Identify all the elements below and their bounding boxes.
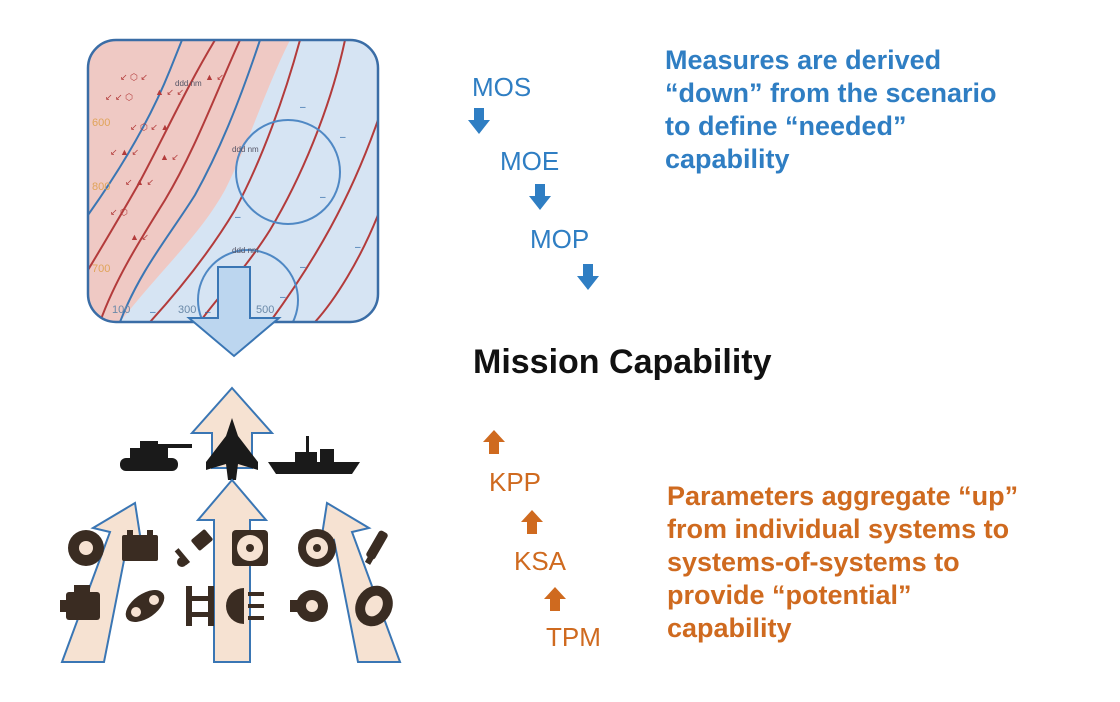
range-label: ddd nm	[175, 79, 202, 88]
timing-belt-icon	[125, 590, 165, 622]
svg-text:↙ ⬡: ↙ ⬡	[110, 207, 128, 217]
svg-text:↙ ▲ ↙: ↙ ▲ ↙	[125, 177, 154, 187]
chassis-icon	[186, 586, 214, 626]
piston-icon	[174, 529, 213, 567]
scenario-graphic: ↙ ⬡ ↙ ↙ ↙ ⬡ ▲ ↙ ↙ ↙ ⬡ ↙ ▲ ↙ ▲ ↙ ▲ ↙ ↙ ▲ …	[60, 38, 402, 663]
svg-text:▲ ↙ ↙: ▲ ↙ ↙	[155, 87, 184, 97]
text-line: “down” from the scenario	[665, 78, 997, 108]
map-label: 100	[112, 304, 130, 316]
text-line: Measures are derived	[665, 45, 942, 75]
fighter-jet-icon	[206, 418, 258, 480]
tire-icon	[355, 585, 393, 627]
text-line: Parameters aggregate “up”	[667, 481, 1019, 511]
headlight-icon	[226, 588, 264, 624]
svg-text:▲ ↙: ▲ ↙	[205, 72, 224, 82]
text-line: from individual systems to	[667, 514, 1010, 544]
chain-label-ksa: KSA	[514, 546, 567, 576]
chain-label-tpm: TPM	[546, 622, 601, 652]
aggregate-arrow-center	[195, 478, 269, 663]
down-arrow-icon	[468, 108, 490, 134]
down-arrow-icon	[186, 266, 282, 358]
tank-icon	[120, 441, 192, 471]
svg-text:↙ ⬡ ↙ ▲: ↙ ⬡ ↙ ▲	[130, 122, 169, 132]
map-label: 800	[92, 181, 110, 193]
svg-text:–: –	[150, 307, 156, 318]
text-line: to define “needed”	[665, 111, 907, 141]
warship-icon	[268, 436, 360, 474]
svg-text:–: –	[235, 212, 241, 223]
text-line: systems-of-systems to	[667, 547, 960, 577]
svg-text:↙ ⬡ ↙: ↙ ⬡ ↙	[120, 72, 148, 82]
text-line: provide “potential”	[667, 580, 912, 610]
svg-text:▲ ↙: ▲ ↙	[130, 232, 149, 242]
svg-text:–: –	[300, 102, 306, 113]
aggregate-arrow-right	[318, 501, 402, 663]
up-arrow-icon	[521, 510, 543, 534]
up-arrow-icon	[483, 430, 505, 454]
svg-text:–: –	[320, 192, 326, 203]
aggregate-arrow-left	[60, 501, 144, 663]
scenario-map: ↙ ⬡ ↙ ↙ ↙ ⬡ ▲ ↙ ↙ ↙ ⬡ ↙ ▲ ↙ ▲ ↙ ▲ ↙ ↙ ▲ …	[88, 40, 378, 322]
text-line: capability	[667, 613, 792, 643]
svg-text:↙ ↙ ⬡: ↙ ↙ ⬡	[105, 92, 133, 102]
map-label: 700	[92, 263, 110, 275]
up-arrow-icon	[544, 587, 566, 611]
top-description: Measures are derived “down” from the sce…	[665, 44, 1105, 176]
svg-text:–: –	[300, 262, 306, 273]
range-label: ddd nm	[232, 145, 259, 154]
radiator-fan-icon	[232, 530, 268, 566]
svg-text:↙ ▲ ↙: ↙ ▲ ↙	[110, 147, 139, 157]
svg-text:–: –	[280, 292, 286, 303]
turbo-icon	[290, 590, 328, 622]
text-line: capability	[665, 144, 790, 174]
map-label: 300	[178, 304, 196, 316]
chain-label-moe: MOE	[500, 146, 560, 176]
svg-text:–: –	[205, 307, 211, 318]
bottom-description: Parameters aggregate “up” from individua…	[667, 480, 1107, 645]
chain-label-mop: MOP	[530, 224, 590, 254]
svg-text:▲ ↙: ▲ ↙	[160, 152, 179, 162]
map-label: 600	[92, 117, 110, 129]
engine-icon	[60, 585, 100, 620]
map-label: 500	[256, 304, 274, 316]
svg-text:–: –	[355, 242, 361, 253]
battery-icon	[122, 530, 158, 561]
range-label: ddd nm	[232, 246, 259, 255]
spark-plug-icon	[364, 530, 388, 565]
mission-capability-title: Mission Capability	[473, 343, 772, 381]
chain-label-mos: MOS	[472, 72, 532, 102]
down-arrow-icon	[577, 264, 599, 290]
svg-text:–: –	[340, 132, 346, 143]
down-arrow-icon	[529, 184, 551, 210]
brake-disc-icon	[68, 530, 104, 566]
chain-label-kpp: KPP	[489, 467, 542, 497]
wheel-icon	[298, 529, 336, 567]
